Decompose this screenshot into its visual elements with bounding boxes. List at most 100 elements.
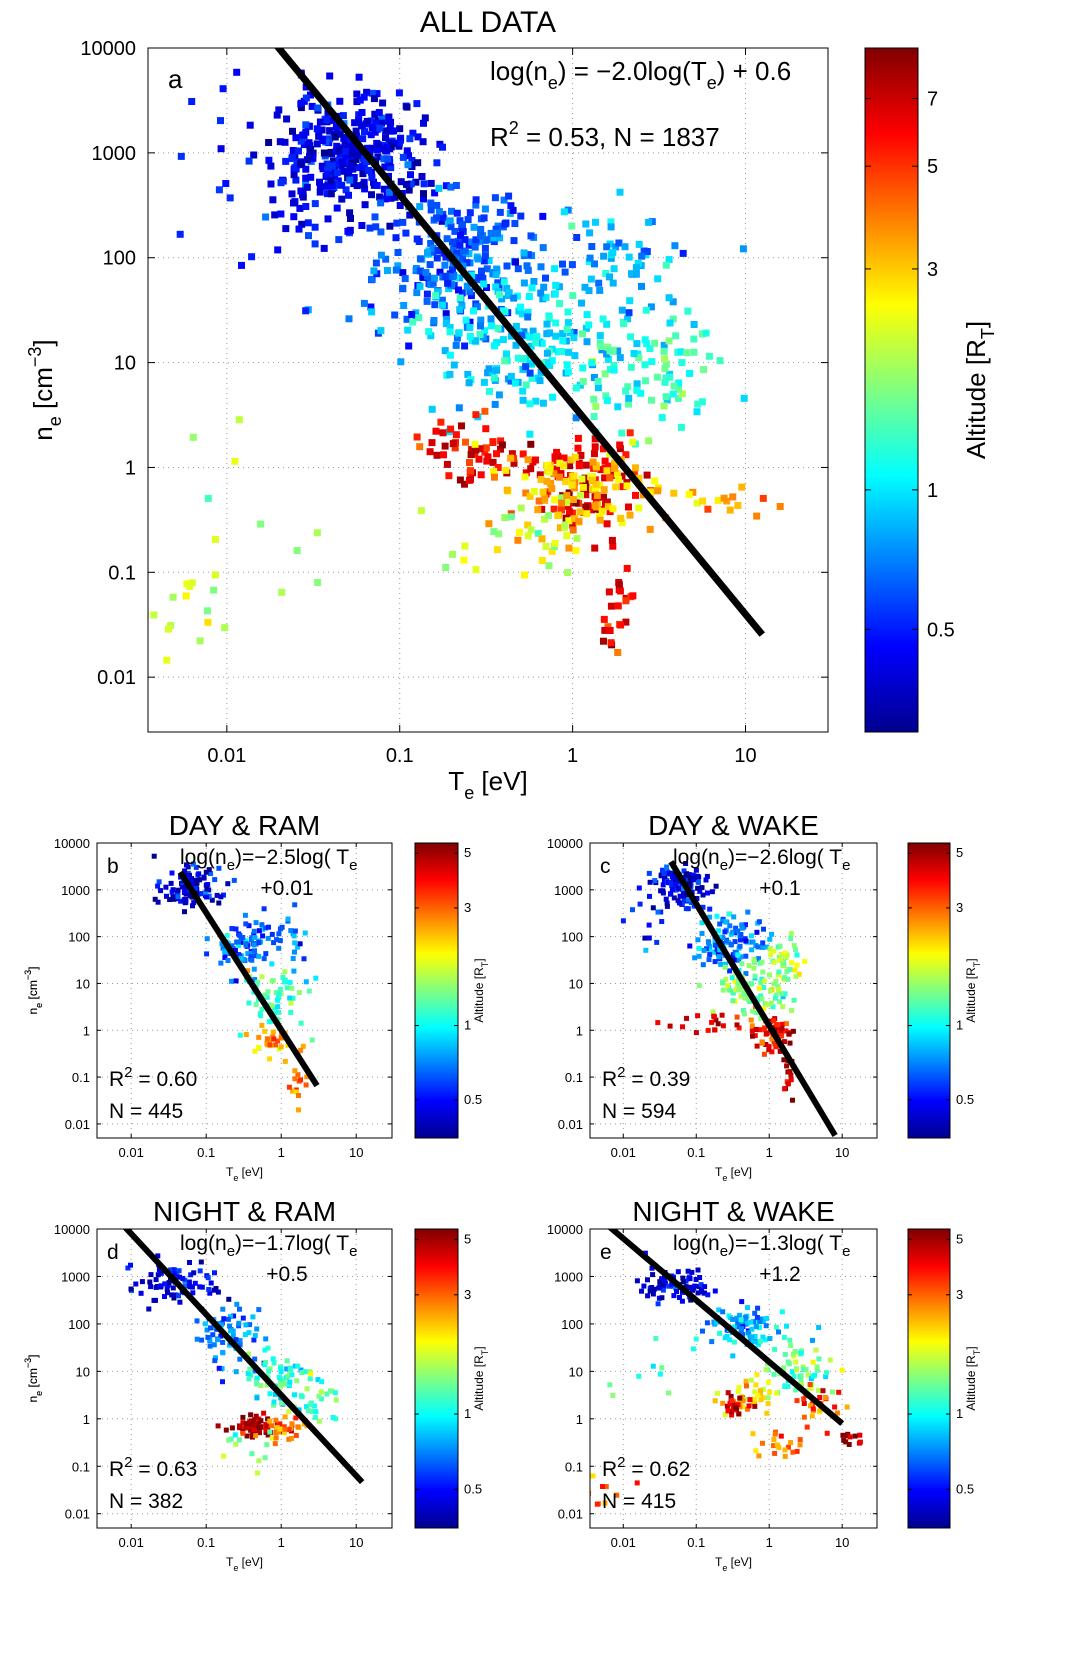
y-axis-label: ne [cm−3] xyxy=(23,1355,44,1403)
data-point xyxy=(776,1329,781,1335)
data-point xyxy=(735,928,741,934)
data-point xyxy=(456,476,464,484)
data-point xyxy=(772,1041,778,1047)
data-point xyxy=(752,973,758,979)
data-point xyxy=(660,890,666,896)
data-point xyxy=(803,1367,809,1373)
data-point xyxy=(293,158,301,166)
data-point xyxy=(229,926,235,932)
data-point xyxy=(731,914,737,920)
data-point xyxy=(458,289,466,297)
data-point xyxy=(177,152,185,160)
data-point xyxy=(218,960,224,966)
data-point xyxy=(792,1348,798,1354)
data-point xyxy=(335,146,343,154)
data-point xyxy=(571,515,578,523)
data-point xyxy=(553,465,561,473)
data-point xyxy=(557,470,565,478)
data-point xyxy=(210,1332,216,1338)
data-point xyxy=(643,947,649,953)
data-point xyxy=(606,627,614,634)
data-point xyxy=(684,307,692,315)
data-point xyxy=(632,464,639,472)
data-point xyxy=(402,229,410,237)
data-point xyxy=(765,1395,771,1401)
data-point xyxy=(591,450,598,458)
data-point xyxy=(646,870,652,876)
data-point xyxy=(206,1287,212,1292)
data-point xyxy=(466,288,474,296)
data-point xyxy=(527,526,535,534)
colorbar-tick-label: 3 xyxy=(464,900,471,915)
data-point xyxy=(816,1325,822,1330)
data-point xyxy=(394,249,402,256)
data-point xyxy=(614,475,622,483)
data-point xyxy=(688,877,694,883)
data-point xyxy=(269,1435,275,1441)
data-point xyxy=(176,1293,181,1299)
data-point xyxy=(385,188,393,196)
data-point xyxy=(642,1250,648,1256)
data-point xyxy=(616,188,624,196)
data-point xyxy=(507,372,515,380)
data-point xyxy=(741,1011,747,1017)
data-point xyxy=(228,1314,233,1320)
data-point xyxy=(218,1333,224,1339)
data-point xyxy=(760,1334,766,1340)
data-point xyxy=(403,103,411,111)
data-point xyxy=(295,1072,301,1078)
data-point xyxy=(472,446,480,454)
data-point xyxy=(761,1051,767,1057)
colorbar-tick-label: 5 xyxy=(956,1231,963,1246)
data-point xyxy=(261,906,267,912)
data-point xyxy=(128,1286,134,1292)
data-point xyxy=(706,957,712,963)
data-point xyxy=(518,331,526,339)
data-point xyxy=(263,1336,269,1342)
data-point xyxy=(453,209,461,217)
data-point xyxy=(258,1418,264,1424)
data-point xyxy=(225,1316,231,1322)
data-point xyxy=(300,1043,306,1049)
data-point xyxy=(727,987,733,993)
data-point xyxy=(288,928,294,934)
data-point xyxy=(214,892,220,898)
data-point xyxy=(490,374,498,382)
data-point xyxy=(458,302,466,310)
data-point xyxy=(720,980,726,986)
data-point xyxy=(377,228,385,236)
data-point xyxy=(231,457,239,465)
data-point xyxy=(633,340,641,348)
data-point xyxy=(226,1296,232,1302)
data-point xyxy=(810,1337,815,1343)
data-point xyxy=(307,1376,313,1382)
data-point xyxy=(307,91,314,99)
data-point xyxy=(717,921,723,927)
data-point xyxy=(756,1325,762,1330)
data-point xyxy=(673,1285,678,1291)
data-point xyxy=(646,922,652,928)
data-point xyxy=(233,926,239,932)
data-point xyxy=(792,967,798,973)
data-point xyxy=(477,274,485,282)
data-point xyxy=(481,448,489,456)
y-tick-label: 100 xyxy=(561,930,583,945)
data-point xyxy=(413,433,421,441)
data-point xyxy=(702,329,710,337)
data-point xyxy=(283,115,291,123)
data-point xyxy=(796,971,802,977)
data-point xyxy=(319,137,327,144)
data-point xyxy=(249,1451,255,1457)
data-point xyxy=(282,1426,288,1432)
data-point xyxy=(769,931,775,937)
data-point xyxy=(752,1389,758,1395)
data-point xyxy=(212,1270,217,1276)
data-point xyxy=(641,336,649,344)
data-point xyxy=(476,445,484,453)
data-point xyxy=(490,467,498,475)
data-point xyxy=(415,314,423,322)
data-point xyxy=(165,1290,170,1296)
data-point xyxy=(771,1443,776,1449)
data-point xyxy=(271,940,277,946)
data-point xyxy=(736,957,742,963)
